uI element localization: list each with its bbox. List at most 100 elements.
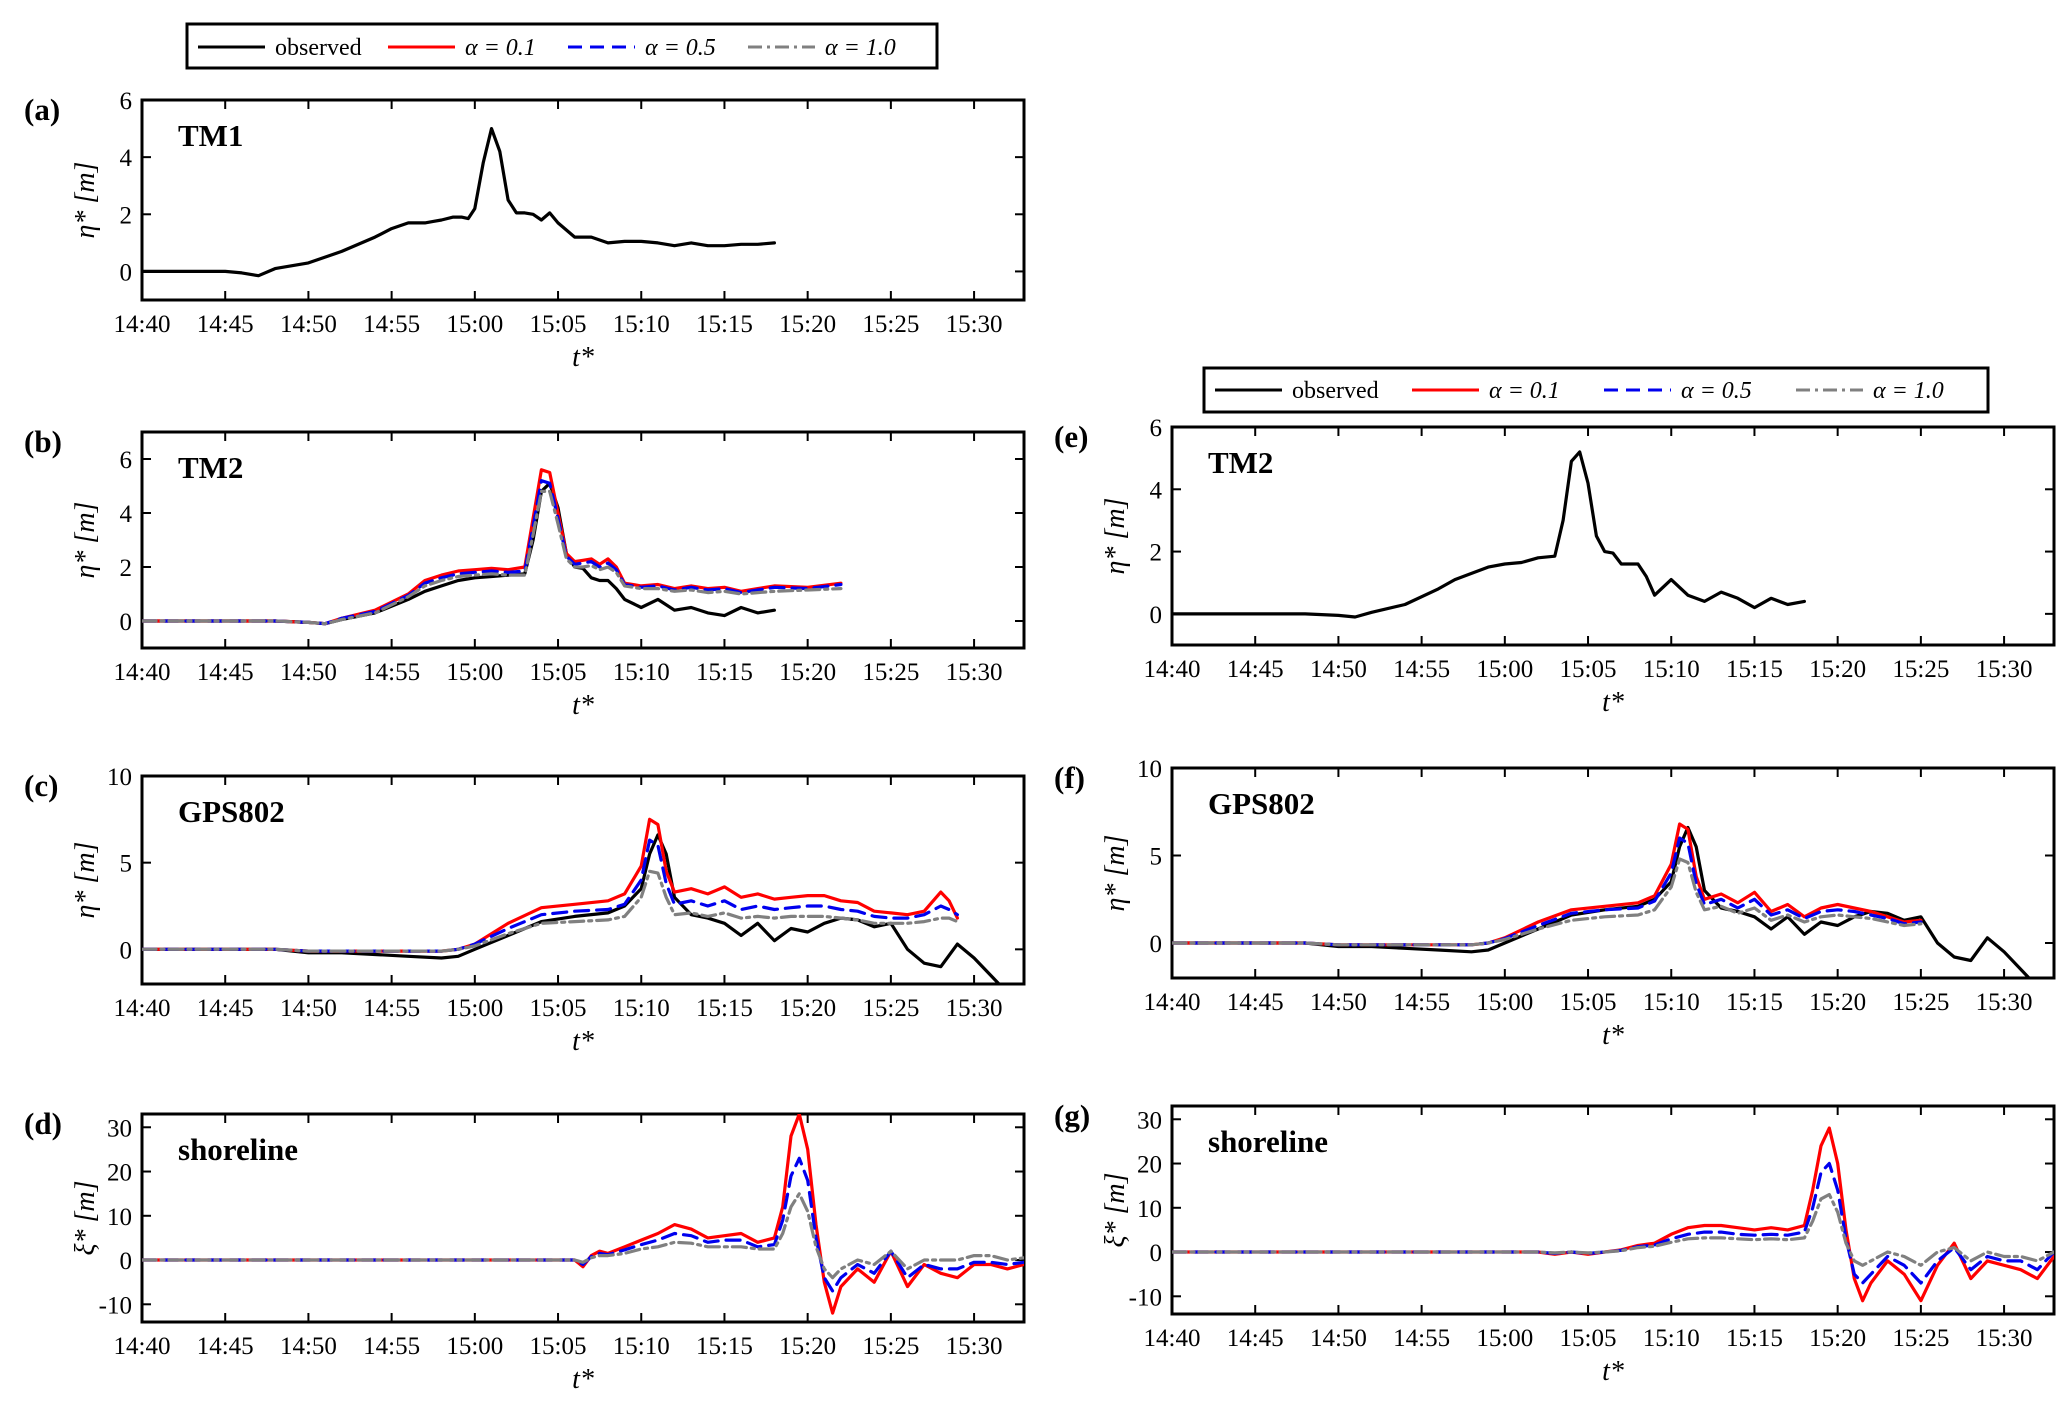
axes-box bbox=[1170, 425, 2056, 647]
x-tick-label: 15:10 bbox=[613, 311, 670, 338]
x-tick-label: 15:20 bbox=[779, 995, 836, 1022]
x-axis-label: t* bbox=[572, 1026, 594, 1057]
x-tick-label: 14:45 bbox=[1227, 989, 1284, 1016]
x-tick-label: 15:20 bbox=[779, 1333, 836, 1360]
x-tick-label: 15:00 bbox=[446, 1333, 503, 1360]
series-line-observed bbox=[1172, 450, 1807, 619]
x-tick-label: 15:10 bbox=[1643, 656, 1700, 683]
panel-label: (g) bbox=[1054, 1098, 1090, 1133]
series-line-observed bbox=[142, 127, 777, 278]
series-line-1.0 bbox=[1172, 1192, 2054, 1267]
y-tick-label: 30 bbox=[107, 1115, 132, 1142]
x-tick-label: 14:40 bbox=[114, 995, 171, 1022]
x-tick-label: 15:05 bbox=[1560, 1325, 1617, 1352]
series-group bbox=[1172, 1126, 2054, 1303]
panel-a: 14:40 14:45 14:50 14:55 15:00 15:05 15:10 15:15… bbox=[24, 88, 1026, 373]
y-tick-label: 4 bbox=[120, 145, 133, 172]
y-tick-label: 0 bbox=[120, 937, 133, 964]
x-tick-label: 15:30 bbox=[946, 995, 1003, 1022]
x-tick-label: 15:15 bbox=[1726, 989, 1783, 1016]
panel-label: (f) bbox=[1054, 760, 1085, 795]
y-tick-label: 4 bbox=[1150, 477, 1163, 504]
y-tick-label: 0 bbox=[1150, 931, 1163, 958]
station-title: TM2 bbox=[1208, 445, 1273, 480]
station-title: GPS802 bbox=[1208, 786, 1315, 821]
y-tick-label: 2 bbox=[1150, 540, 1163, 567]
x-tick-label: 15:20 bbox=[1809, 1325, 1866, 1352]
y-axis-label: η* [m] bbox=[70, 162, 101, 239]
y-tick-label: 0 bbox=[120, 609, 133, 636]
panel-c: 14:40 14:45 14:50 14:55 15:00 15:05 15:10 15:15… bbox=[24, 764, 1026, 1057]
x-tick-label: 14:40 bbox=[114, 1333, 171, 1360]
x-tick-label: 14:45 bbox=[197, 311, 254, 338]
x-tick-label: 15:25 bbox=[1892, 989, 1949, 1016]
y-tick-label: 0 bbox=[1150, 602, 1163, 629]
x-tick-label: 15:00 bbox=[446, 311, 503, 338]
y-tick-label: 6 bbox=[120, 447, 133, 474]
station-title: shoreline bbox=[1208, 1124, 1328, 1159]
series-line-1.0 bbox=[142, 1192, 1024, 1280]
axes-box bbox=[1170, 766, 2056, 980]
x-tick-label: 14:55 bbox=[1393, 656, 1450, 683]
panel-e: 14:40 14:45 14:50 14:55 15:00 15:05 15:10 15:15… bbox=[1054, 415, 2056, 718]
legend-label-alpha-0.1: α = 0.1 bbox=[465, 35, 536, 61]
x-tick-label: 14:50 bbox=[280, 659, 337, 686]
station-title: GPS802 bbox=[178, 794, 285, 829]
panel-g: 14:40 14:45 14:50 14:55 15:00 15:05 15:10 15:15… bbox=[1054, 1098, 2056, 1387]
x-tick-label: 14:45 bbox=[197, 995, 254, 1022]
panel-d: 14:40 14:45 14:50 14:55 15:00 15:05 15:10 15:15… bbox=[24, 1106, 1026, 1395]
x-axis-label: t* bbox=[572, 1364, 594, 1395]
y-tick-label: 5 bbox=[120, 851, 133, 878]
panel-label: (b) bbox=[24, 424, 62, 459]
series-line-0.1 bbox=[142, 817, 960, 953]
y-axis-label: η* [m] bbox=[70, 502, 101, 579]
y-tick-label: 6 bbox=[120, 88, 133, 115]
panel-label: (e) bbox=[1054, 419, 1088, 454]
x-tick-label: 14:45 bbox=[197, 1333, 254, 1360]
legend-label-alpha-0.5: α = 0.5 bbox=[1681, 378, 1752, 404]
x-tick-label: 14:55 bbox=[363, 995, 420, 1022]
legend-label-observed: observed bbox=[1292, 378, 1379, 404]
y-tick-label: 30 bbox=[1137, 1107, 1162, 1134]
y-axis-label: ξ* [m] bbox=[70, 1180, 101, 1255]
series-line-1.0 bbox=[142, 489, 843, 626]
axes-box bbox=[140, 774, 1026, 986]
x-tick-label: 15:20 bbox=[1809, 989, 1866, 1016]
x-tick-label: 15:10 bbox=[613, 659, 670, 686]
x-tick-label: 15:30 bbox=[1976, 656, 2033, 683]
x-tick-label: 15:20 bbox=[1809, 656, 1866, 683]
legend-right: observed α = 0.1 α = 0.5 α = 1.0 bbox=[1202, 366, 1990, 414]
x-tick-label: 14:40 bbox=[1144, 656, 1201, 683]
y-axis-label: η* [m] bbox=[1100, 498, 1131, 575]
series-line-observed bbox=[1172, 825, 2031, 978]
x-tick-label: 15:15 bbox=[696, 659, 753, 686]
x-tick-label: 15:10 bbox=[1643, 1325, 1700, 1352]
y-tick-label: -10 bbox=[99, 1292, 132, 1319]
panel-b: 14:40 14:45 14:50 14:55 15:00 15:05 15:10 15:15… bbox=[24, 424, 1026, 721]
x-tick-label: 15:25 bbox=[862, 311, 919, 338]
station-title: shoreline bbox=[178, 1132, 298, 1167]
series-line-0.5 bbox=[1172, 836, 1923, 947]
series-group bbox=[142, 127, 777, 278]
x-tick-label: 15:00 bbox=[1476, 1325, 1533, 1352]
x-tick-label: 15:25 bbox=[1892, 1325, 1949, 1352]
x-tick-label: 15:00 bbox=[446, 995, 503, 1022]
y-tick-label: -10 bbox=[1129, 1284, 1162, 1311]
x-tick-label: 14:50 bbox=[280, 311, 337, 338]
x-tick-label: 15:30 bbox=[1976, 989, 2033, 1016]
series-group bbox=[142, 817, 1001, 984]
x-tick-label: 15:05 bbox=[530, 1333, 587, 1360]
x-tick-label: 15:15 bbox=[1726, 656, 1783, 683]
series-line-0.1 bbox=[142, 468, 843, 626]
legend-top-left: observed α = 0.1 α = 0.5 α = 1.0 bbox=[185, 22, 939, 70]
x-tick-label: 15:25 bbox=[1892, 656, 1949, 683]
x-tick-label: 14:55 bbox=[1393, 1325, 1450, 1352]
y-tick-label: 2 bbox=[120, 202, 133, 229]
y-tick-label: 2 bbox=[120, 555, 133, 582]
y-tick-label: 6 bbox=[1150, 415, 1163, 442]
x-tick-label: 15:25 bbox=[862, 659, 919, 686]
x-tick-label: 15:10 bbox=[613, 995, 670, 1022]
panel-f: 14:40 14:45 14:50 14:55 15:00 15:05 15:10 15:15… bbox=[1054, 756, 2056, 1051]
x-axis-label: t* bbox=[572, 342, 594, 373]
x-tick-label: 14:55 bbox=[363, 1333, 420, 1360]
